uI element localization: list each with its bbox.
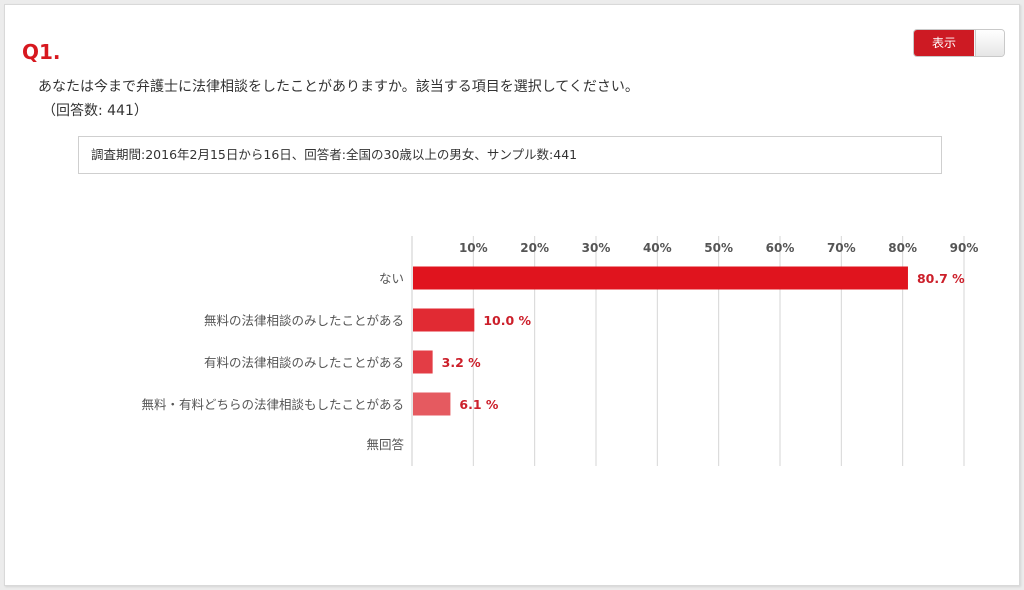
bar xyxy=(413,350,433,374)
category-label: 無回答 xyxy=(366,437,404,452)
x-tick-label: 30% xyxy=(582,241,611,255)
bar xyxy=(413,308,475,332)
toggle-label: 表示 xyxy=(914,30,974,56)
question-card: 表示 xyxy=(4,4,1020,586)
question-number: Q1. xyxy=(22,40,61,64)
x-tick-label: 50% xyxy=(704,241,733,255)
x-tick-label: 90% xyxy=(950,241,979,255)
x-tick-label: 40% xyxy=(643,241,672,255)
display-toggle[interactable]: 表示 xyxy=(913,29,1005,57)
x-tick-label: 70% xyxy=(827,241,856,255)
data-label: 10.0 % xyxy=(483,313,531,328)
data-label: 80.7 % xyxy=(917,271,965,286)
x-tick-label: 80% xyxy=(888,241,917,255)
x-tick-label: 10% xyxy=(459,241,488,255)
category-label: 有料の法律相談のみしたことがある xyxy=(204,355,404,370)
bar xyxy=(413,392,451,416)
category-label: 無料・有料どちらの法律相談もしたことがある xyxy=(141,397,404,412)
survey-info: 調査期間:2016年2月15日から16日、回答者:全国の30歳以上の男女、サンプ… xyxy=(78,136,942,174)
category-label: ない xyxy=(379,271,404,286)
data-label: 6.1 % xyxy=(459,397,498,412)
bar xyxy=(413,266,908,290)
x-tick-label: 20% xyxy=(520,241,549,255)
data-label: 3.2 % xyxy=(442,355,481,370)
toggle-knob[interactable] xyxy=(975,30,1004,56)
question-text: あなたは今まで弁護士に法律相談をしたことがありますか。該当する項目を選択してくだ… xyxy=(38,79,639,95)
x-tick-label: 60% xyxy=(766,241,795,255)
category-label: 無料の法律相談のみしたことがある xyxy=(204,313,404,328)
response-count: （回答数: 441） xyxy=(42,103,148,119)
